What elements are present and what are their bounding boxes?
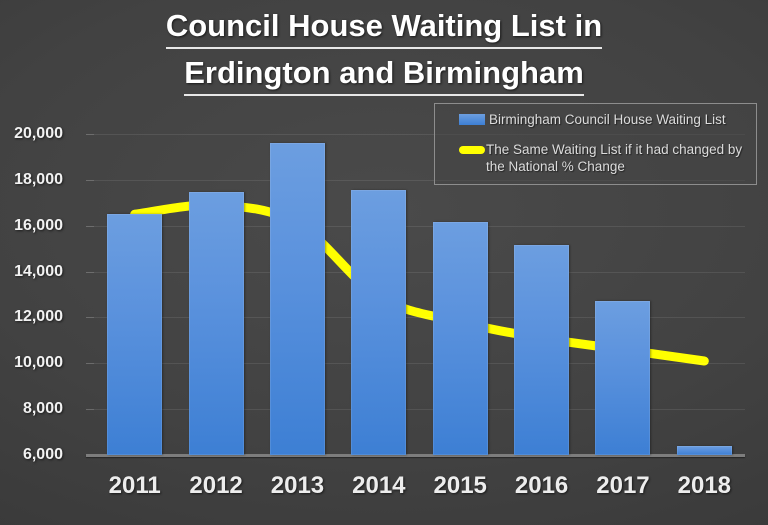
y-axis-tick-mark bbox=[86, 271, 94, 273]
y-axis-tick-label: 14,000 bbox=[14, 262, 63, 280]
legend-item-line-series: The Same Waiting List if it had changed … bbox=[441, 141, 750, 175]
y-axis-tick-mark bbox=[86, 179, 94, 181]
gridline bbox=[94, 225, 745, 227]
y-axis-tick-label: 16,000 bbox=[14, 216, 63, 234]
x-axis-tick-label: 2014 bbox=[352, 472, 406, 499]
legend-item-bar-series: Birmingham Council House Waiting List bbox=[441, 111, 750, 128]
gridline bbox=[94, 317, 745, 319]
bar[interactable] bbox=[595, 301, 651, 455]
chart-title: Council House Waiting List in Erdington … bbox=[0, 6, 768, 96]
x-axis-tick-label: 2015 bbox=[433, 472, 487, 499]
y-axis-tick-mark bbox=[86, 363, 94, 365]
y-axis-tick-label: 8,000 bbox=[22, 400, 63, 418]
y-axis-tick-label: 6,000 bbox=[22, 446, 63, 463]
bar[interactable] bbox=[432, 222, 488, 455]
chart-title-line-1: Council House Waiting List in bbox=[165, 6, 603, 49]
bar[interactable] bbox=[107, 214, 163, 455]
gridline bbox=[94, 363, 745, 365]
y-axis-tick-label: 12,000 bbox=[14, 308, 63, 326]
gridline bbox=[94, 134, 745, 135]
x-axis-tick-label: 2017 bbox=[596, 472, 650, 499]
x-axis-tick-label: 2011 bbox=[108, 472, 161, 499]
bar[interactable] bbox=[351, 190, 407, 455]
y-axis-tick-label: 20,000 bbox=[14, 125, 63, 142]
legend-label-bar-series: Birmingham Council House Waiting List bbox=[489, 112, 726, 127]
gridline bbox=[94, 409, 745, 411]
bar[interactable] bbox=[269, 143, 325, 455]
gridline bbox=[94, 179, 745, 181]
y-axis-tick-mark bbox=[86, 225, 94, 227]
chart-title-line-2: Erdington and Birmingham bbox=[184, 53, 584, 96]
y-axis-tick-mark bbox=[86, 409, 94, 411]
plot-area: 6,000 8,000 10,000 12,000 14,000 16,000 18,000… bbox=[14, 125, 745, 499]
bar[interactable] bbox=[514, 245, 570, 455]
y-axis-tick-label: 10,000 bbox=[14, 354, 63, 372]
x-axis-tick-label: 2018 bbox=[677, 472, 732, 499]
bar[interactable] bbox=[676, 445, 732, 455]
gridline bbox=[94, 271, 745, 273]
x-axis-tick-label: 2013 bbox=[270, 472, 325, 499]
y-axis-tick-mark bbox=[86, 317, 94, 319]
chart-legend: Birmingham Council House Waiting List Th… bbox=[434, 103, 757, 185]
x-axis-tick-label: 2012 bbox=[189, 472, 243, 499]
bar-swatch-icon bbox=[459, 114, 485, 125]
y-axis-tick-label: 18,000 bbox=[14, 170, 63, 188]
line-swatch-icon bbox=[459, 146, 485, 154]
x-axis-line bbox=[86, 454, 745, 457]
y-axis-tick-mark bbox=[86, 134, 94, 135]
bar[interactable] bbox=[188, 192, 244, 455]
legend-label-line-series: The Same Waiting List if it had changed … bbox=[486, 142, 743, 174]
x-axis-tick-label: 2016 bbox=[514, 472, 569, 499]
